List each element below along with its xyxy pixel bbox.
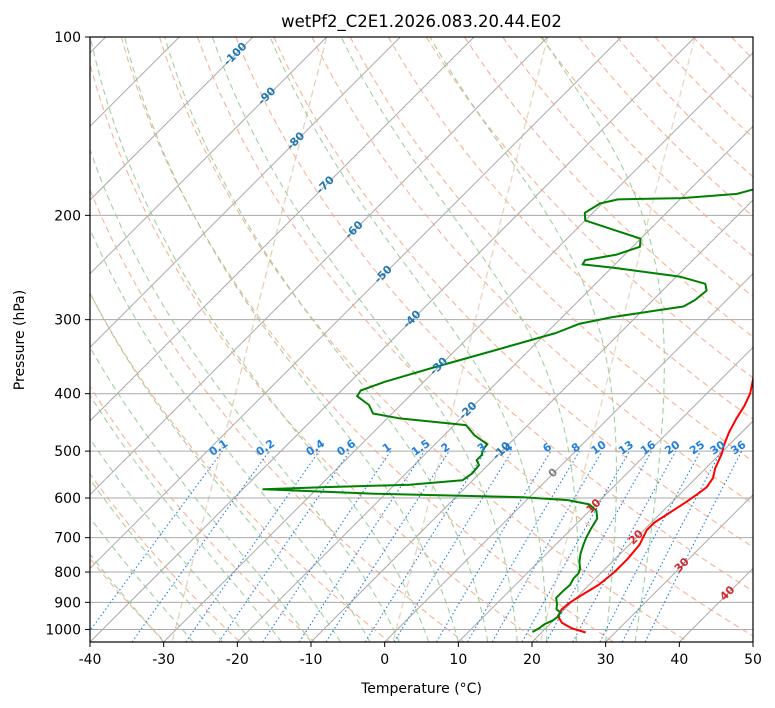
moist-adiabat-line <box>90 478 224 642</box>
moist-adiabat-line <box>429 37 618 642</box>
mixing-ratio-line <box>218 450 351 642</box>
temperature-line <box>556 373 753 634</box>
chart-title: wetPf2_C2E1.2026.083.20.44.E02 <box>281 12 562 32</box>
moist-adiabat-line <box>164 37 489 642</box>
x-tick-label: -30 <box>152 652 175 668</box>
x-axis-label: Temperature (°C) <box>360 681 482 697</box>
y-tick-label: 1000 <box>45 622 81 638</box>
x-tick-label: 0 <box>380 652 389 668</box>
moist-adiabat-line <box>90 394 282 642</box>
mixing-ratio-line <box>262 450 392 642</box>
mixing-ratio-line <box>90 450 223 632</box>
mixing-ratio-line <box>393 450 513 642</box>
x-tick-label: 10 <box>449 652 467 668</box>
dry-adiabat-line <box>90 557 166 642</box>
x-tick-label: 40 <box>670 652 688 668</box>
y-axis-label: Pressure (hPa) <box>12 290 28 390</box>
x-tick-label: 50 <box>744 652 762 668</box>
y-axis-ticks: 100 200 300 400 500 600 700 800 900 1000 <box>45 30 90 638</box>
isotherm-line <box>90 37 475 422</box>
plot-frame <box>89 36 754 643</box>
isotherm-line <box>457 346 753 642</box>
moist-adiabat-line <box>90 291 341 642</box>
moist-adiabat-line <box>90 346 312 642</box>
dry-adiabat-line <box>273 37 753 548</box>
moist-adiabat-line <box>211 37 518 642</box>
isotherm-line <box>605 493 753 642</box>
y-tick-label: 400 <box>54 387 81 403</box>
y-tick-label: 800 <box>54 565 81 581</box>
dry-adiabat-line <box>425 37 753 379</box>
y-tick-label: 500 <box>54 444 81 460</box>
x-tick-label: -10 <box>300 652 323 668</box>
dry-adiabat-line <box>158 37 689 642</box>
reference-curve <box>392 37 549 642</box>
sounding-series <box>262 188 753 634</box>
dry-adiabat-line <box>387 37 753 420</box>
dry-adiabat-line <box>120 37 614 642</box>
isotherm-line <box>90 37 254 201</box>
moist-adiabat-line <box>269 37 548 642</box>
mixing-ratio-lines <box>90 450 743 642</box>
mixing-ratio-line <box>185 450 320 642</box>
moist-adiabat-line <box>90 553 165 642</box>
y-tick-label: 100 <box>54 30 81 46</box>
dry-adiabat-line <box>197 37 753 637</box>
x-tick-label: 20 <box>523 652 541 668</box>
mixing-ratio-line <box>131 450 270 642</box>
moist-adiabat-line <box>90 148 400 642</box>
dry-adiabat-line <box>90 188 465 642</box>
isotherm-line <box>90 37 401 349</box>
dewpoint-line <box>262 188 753 633</box>
isotherm-line <box>531 420 753 642</box>
moist-adiabat-line <box>541 37 665 642</box>
isotherm-line <box>90 37 549 496</box>
isotherm-line <box>90 37 696 642</box>
moist-adiabat-line <box>90 227 371 642</box>
y-tick-label: 200 <box>54 208 81 224</box>
y-tick-label: 600 <box>54 491 81 507</box>
mixing-ratio-line <box>572 450 677 642</box>
y-tick-label: 700 <box>54 531 81 547</box>
x-axis-ticks: -40 -30 -20 -10 0 10 20 30 40 50 <box>79 642 762 668</box>
isotherm-line <box>310 199 753 642</box>
mixing-ratio-line <box>545 450 653 642</box>
isotherm-line <box>236 125 753 642</box>
dry-adiabat-lines <box>90 37 753 642</box>
y-tick-label: 900 <box>54 595 81 611</box>
isotherm-line <box>90 37 328 275</box>
y-tick-label: 300 <box>54 313 81 329</box>
moist-adiabat-line <box>340 37 579 642</box>
isotherm-line <box>384 272 753 642</box>
mixing-ratio-line <box>521 450 630 642</box>
mixing-ratio-line <box>325 450 450 642</box>
moist-adiabat-lines <box>90 37 665 642</box>
x-tick-label: 30 <box>597 652 615 668</box>
dry-adiabat-line <box>90 385 316 642</box>
pressure-gridlines <box>90 37 753 630</box>
x-tick-label: -40 <box>79 652 102 668</box>
reference-curve <box>171 37 328 642</box>
moist-adiabat-line <box>90 437 253 642</box>
reference-curve <box>539 37 696 642</box>
moist-adiabat-line <box>90 37 430 642</box>
isotherm-line <box>90 37 622 570</box>
mixing-ratio-line <box>644 450 743 642</box>
moist-adiabat-line <box>124 37 459 642</box>
x-tick-label: -20 <box>226 652 249 668</box>
moist-adiabat-line <box>90 516 194 642</box>
isotherm-lines <box>90 37 753 642</box>
reference-curves <box>171 37 696 642</box>
